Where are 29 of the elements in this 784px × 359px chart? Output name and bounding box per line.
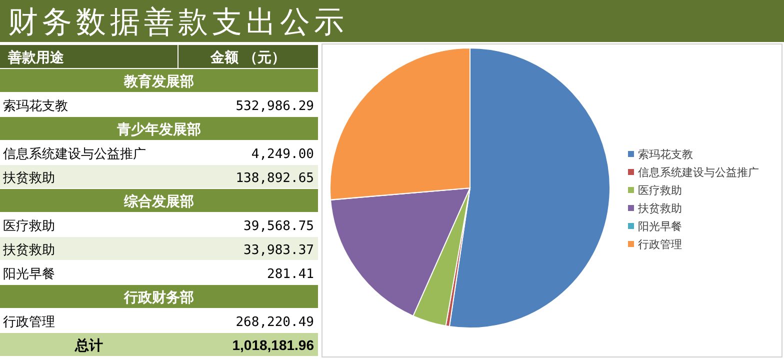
data-label: 33,983.37	[244, 243, 314, 258]
category-label: 教育发展部	[123, 73, 194, 90]
legend-label: 医疗救助	[638, 184, 682, 197]
category-label: 医疗救助	[3, 219, 55, 234]
legend-label: 行政管理	[638, 238, 682, 251]
category-label: 信息系统建设与公益推广	[3, 147, 146, 162]
data-label: 532,986.29	[236, 99, 314, 114]
category-label: 行政管理	[3, 315, 55, 330]
text: 总计	[74, 338, 103, 354]
category-label: 综合发展部	[123, 193, 194, 210]
category-label: 行政财务部	[123, 289, 194, 306]
category-label: 索玛花支教	[3, 99, 68, 114]
text: 财务数据善款支出公示	[8, 5, 348, 40]
data-label: 138,892.65	[236, 171, 314, 186]
category-label: 扶贫救助	[2, 171, 55, 186]
data-label: 4,249.00	[251, 147, 314, 162]
category-label: 青少年发展部	[116, 121, 201, 138]
text: 1,018,181.96	[232, 337, 314, 353]
data-label: 281.41	[267, 267, 314, 282]
legend-label: 信息系统建设与公益推广	[638, 166, 759, 179]
category-label: 阳光早餐	[3, 267, 55, 282]
legend-label: 阳光早餐	[638, 220, 682, 233]
category-label: 扶贫救助	[2, 243, 55, 258]
data-label: 39,568.75	[244, 219, 314, 234]
legend-label: 索玛花支教	[638, 148, 693, 161]
data-label: 268,220.49	[236, 315, 314, 330]
text: 金额 （元）	[210, 49, 286, 66]
text: 善款用途	[7, 49, 65, 66]
legend-label: 扶贫救助	[637, 202, 682, 215]
